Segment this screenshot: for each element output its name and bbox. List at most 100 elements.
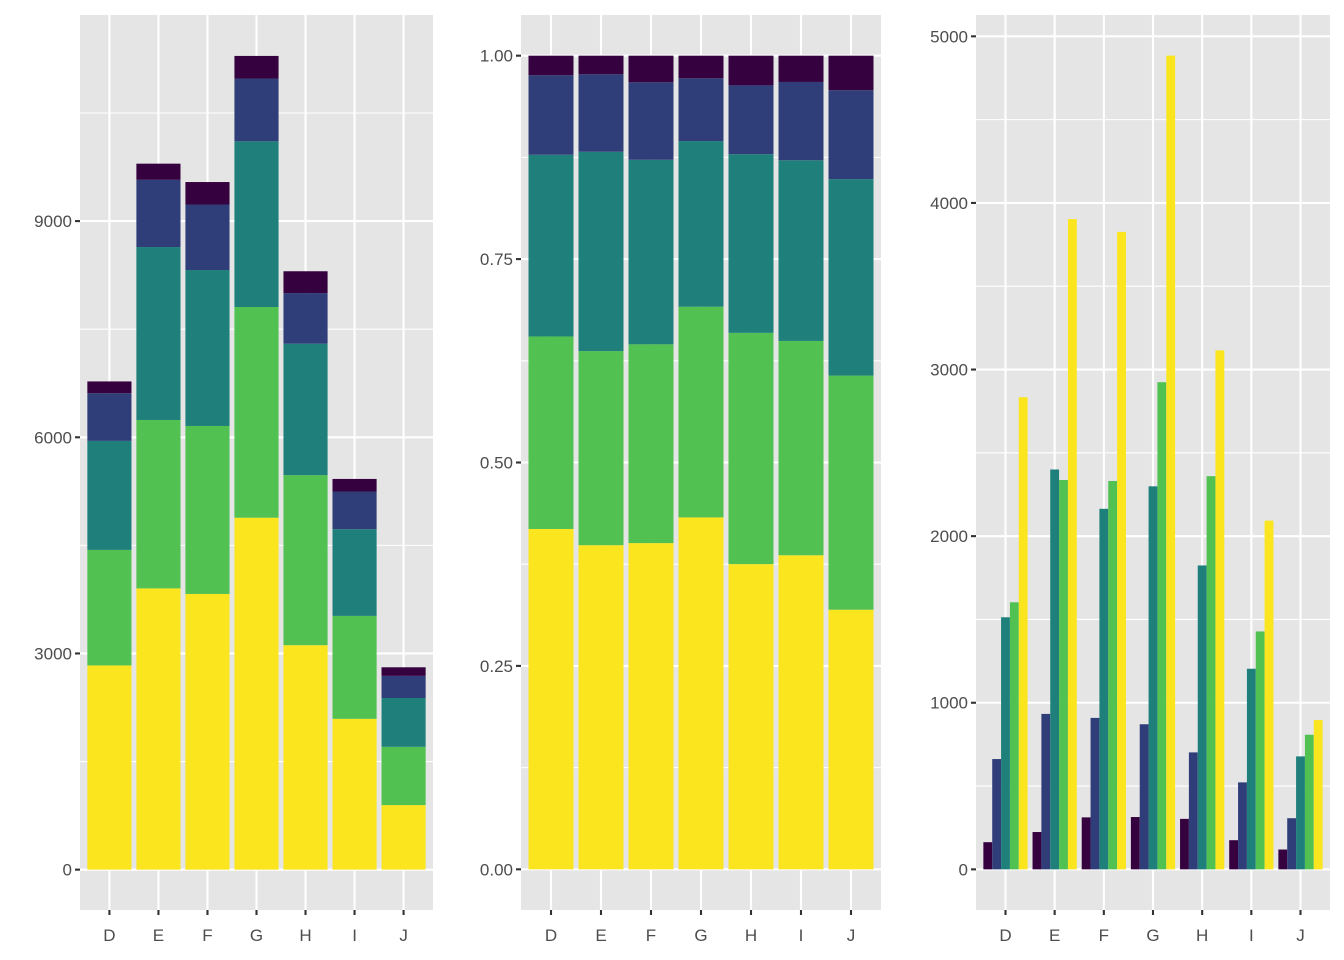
- bar-H-very-good: [728, 154, 774, 333]
- bar-F-good: [628, 82, 674, 160]
- bar-J-ideal: [1313, 720, 1323, 870]
- bar-G-good: [234, 78, 279, 142]
- bar-E-ideal: [578, 545, 624, 870]
- panel-2: 0.00 0.25 0.50 0.75 1.00 D E F G H I J: [480, 15, 881, 945]
- bar-H-fair: [283, 271, 328, 294]
- bar-E-premium: [1059, 479, 1068, 870]
- x-tick-label: J: [1296, 926, 1305, 945]
- bar-D-premium: [87, 549, 132, 666]
- x-tick-label: J: [847, 926, 856, 945]
- bar-G-premium: [234, 306, 279, 518]
- bar-H-ideal: [283, 645, 328, 870]
- x-tick-label: I: [352, 926, 357, 945]
- bar-G-ideal: [678, 517, 724, 870]
- bar-J-good: [1287, 818, 1297, 870]
- y-tick-label: 0.00: [480, 860, 513, 879]
- bar-D-good: [87, 393, 132, 441]
- bar-F-fair: [1081, 817, 1091, 870]
- bar-I-very-good: [778, 160, 824, 341]
- y-tick-label: 1.00: [480, 47, 513, 66]
- bar-J-premium: [828, 375, 874, 610]
- y-tick-label: 6000: [34, 428, 72, 447]
- bar-I-premium: [332, 615, 377, 719]
- bar-I-ideal: [1264, 520, 1274, 870]
- bar-G-very-good: [234, 141, 279, 307]
- bar-I-good: [778, 81, 824, 161]
- bar-I-fair: [332, 478, 377, 492]
- bar-G-premium: [1157, 382, 1167, 870]
- bar-E-fair: [136, 163, 181, 180]
- bar-I-fair: [1229, 840, 1239, 870]
- x-tick-label: F: [646, 926, 656, 945]
- bar-F-ideal: [628, 543, 674, 870]
- y-tick-label: 1000: [930, 694, 968, 713]
- y-tick-label: 0: [63, 861, 72, 880]
- bar-J-good: [828, 90, 874, 180]
- bar-H-premium: [728, 332, 774, 565]
- x-tick-label: H: [299, 926, 311, 945]
- bar-G-fair: [678, 55, 724, 79]
- bar-D-premium: [1009, 602, 1019, 870]
- bar-E-good: [578, 74, 624, 152]
- bar-F-good: [185, 204, 230, 271]
- bar-E-very-good: [136, 247, 181, 420]
- x-tick-label: H: [745, 926, 757, 945]
- bar-E-fair: [1032, 832, 1042, 870]
- bar-I-ideal: [332, 718, 377, 870]
- panel-1: 0 3000 6000 9000 D E F G H I J: [34, 15, 433, 945]
- x-tick-label: G: [694, 926, 707, 945]
- bar-H-good: [728, 85, 774, 155]
- bar-J-good: [381, 675, 426, 698]
- bar-I-good: [1238, 782, 1247, 870]
- bar-F-fair: [185, 182, 230, 205]
- x-tick-label: I: [799, 926, 804, 945]
- bar-J-ideal: [381, 805, 426, 870]
- x-tick-label: E: [153, 926, 164, 945]
- bar-J-very-good: [828, 179, 874, 376]
- bar-E-good: [1041, 713, 1051, 870]
- bar-G-fair: [1130, 817, 1140, 870]
- bar-F-very-good: [1099, 508, 1109, 870]
- bar-G-very-good: [1148, 486, 1158, 870]
- bar-D-ideal: [528, 528, 574, 870]
- bar-I-very-good: [332, 529, 377, 616]
- bar-G-ideal: [1166, 55, 1176, 870]
- bar-H-premium: [283, 475, 328, 646]
- bar-J-very-good: [381, 697, 426, 747]
- bar-E-premium: [136, 419, 181, 589]
- bar-J-fair: [828, 55, 874, 91]
- x-tick-label: E: [1049, 926, 1060, 945]
- bar-H-very-good: [283, 343, 328, 476]
- bar-H-ideal: [728, 564, 774, 870]
- bar-D-premium: [528, 336, 574, 529]
- bar-H-premium: [1206, 476, 1216, 870]
- bar-D-fair: [87, 381, 132, 394]
- bar-D-very-good: [87, 440, 132, 550]
- bar-J-premium: [1304, 734, 1314, 870]
- bar-J-ideal: [828, 609, 874, 870]
- bar-F-very-good: [185, 270, 230, 426]
- bar-J-very-good: [1296, 756, 1305, 870]
- y-tick-label: 9000: [34, 212, 72, 231]
- bar-F-good: [1090, 717, 1100, 870]
- y-tick-label: 2000: [930, 527, 968, 546]
- x-tick-label: D: [103, 926, 115, 945]
- x-tick-label: H: [1196, 926, 1208, 945]
- bar-D-very-good: [1001, 617, 1010, 870]
- y-tick-label: 3000: [930, 361, 968, 380]
- bar-H-ideal: [1215, 350, 1225, 870]
- x-tick-label: I: [1249, 926, 1254, 945]
- y-tick-label: 0.25: [480, 657, 513, 676]
- bar-J-fair: [381, 667, 426, 676]
- bar-H-fair: [1180, 818, 1189, 870]
- bar-G-very-good: [678, 141, 724, 307]
- x-tick-label: G: [1146, 926, 1159, 945]
- y-tick-label: 3000: [34, 644, 72, 663]
- bar-G-fair: [234, 55, 279, 79]
- bar-H-very-good: [1197, 565, 1207, 870]
- x-tick-label: J: [399, 926, 408, 945]
- y-tick-label: 4000: [930, 194, 968, 213]
- bar-H-good: [1188, 752, 1198, 870]
- bar-F-premium: [628, 344, 674, 544]
